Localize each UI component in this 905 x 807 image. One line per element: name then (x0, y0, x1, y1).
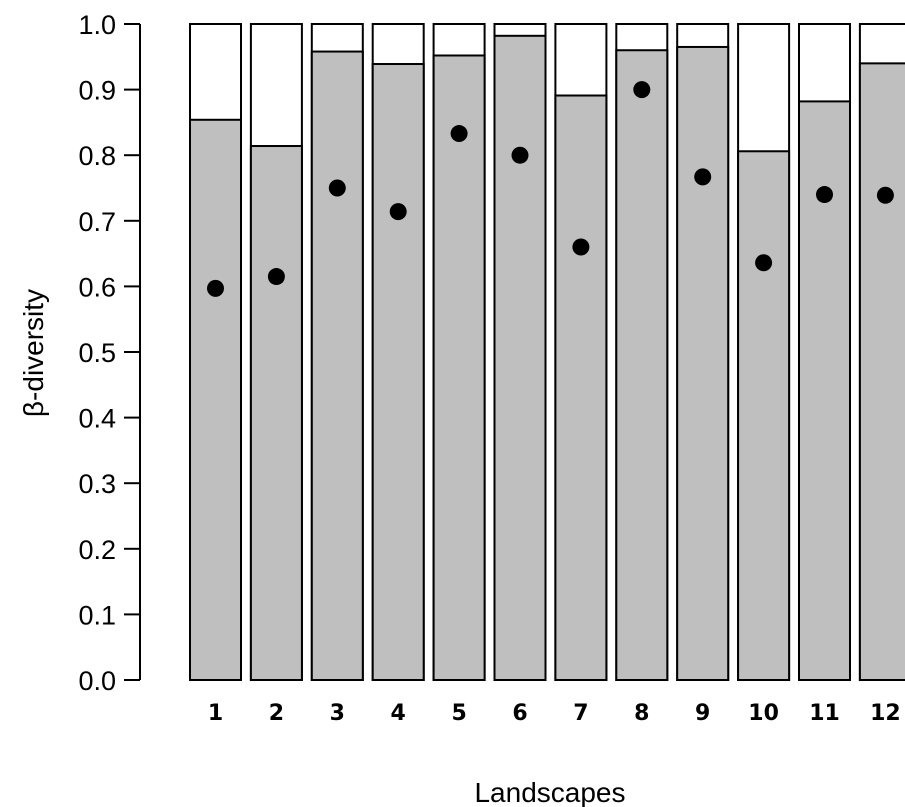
x-tick-label: 1 (208, 701, 223, 726)
bars-group (189, 23, 905, 682)
x-tick-labels: 1 2 3 4 5 6 7 8 9 10 11 12 (208, 701, 901, 726)
bar-value-9 (676, 45, 730, 681)
y-axis: 0.0 0.1 0.2 0.3 0.4 0.5 0.6 0.7 0.8 0.9 1.0 (78, 10, 141, 696)
y-tick-label: 0.0 (78, 666, 116, 696)
x-tick-label: 11 (809, 701, 840, 726)
point-4 (389, 203, 407, 221)
point-10 (755, 254, 773, 272)
y-tick-label: 0.1 (78, 600, 116, 630)
y-tick-label: 0.2 (78, 535, 116, 565)
y-tick-label: 0.8 (78, 141, 116, 171)
y-tick-label: 0.5 (78, 338, 116, 368)
x-tick-label: 8 (634, 701, 649, 726)
point-1 (207, 279, 224, 297)
point-9 (694, 168, 712, 186)
bar-value-3 (310, 50, 364, 681)
x-tick-label: 2 (269, 701, 284, 726)
point-6 (511, 146, 529, 164)
bar-value-7 (554, 94, 608, 681)
x-tick-label: 10 (748, 701, 779, 726)
y-tick-label: 0.7 (78, 207, 116, 237)
x-tick-label: 4 (391, 701, 406, 726)
bar-value-4 (371, 63, 425, 682)
point-3 (328, 179, 346, 197)
bar-value-2 (249, 145, 303, 682)
bar-value-6 (493, 34, 547, 682)
point-5 (450, 125, 468, 143)
y-tick-label: 0.6 (78, 272, 116, 302)
y-tick-label: 0.4 (78, 404, 116, 434)
x-tick-label: 12 (870, 701, 901, 726)
bar-value-8 (615, 49, 669, 682)
x-tick-label: 3 (330, 701, 345, 726)
y-tick-label: 1.0 (78, 10, 116, 40)
points-group (207, 81, 894, 297)
bar-value-5 (432, 54, 486, 682)
point-12 (876, 186, 894, 204)
y-axis-title: β-diversity (18, 289, 49, 417)
x-tick-label: 5 (451, 701, 466, 726)
bar-value-12 (858, 62, 905, 682)
point-2 (267, 268, 285, 286)
point-11 (816, 186, 833, 204)
x-tick-label: 7 (573, 701, 588, 726)
point-8 (633, 81, 651, 99)
bar-value-1 (189, 118, 242, 681)
y-tick-label: 0.3 (78, 469, 116, 499)
x-axis-title: Landscapes (474, 777, 625, 807)
x-tick-label: 6 (512, 701, 527, 726)
y-tick-label: 0.9 (78, 76, 116, 106)
x-tick-label: 9 (695, 701, 710, 726)
bar-value-10 (737, 150, 791, 682)
point-7 (572, 238, 590, 256)
